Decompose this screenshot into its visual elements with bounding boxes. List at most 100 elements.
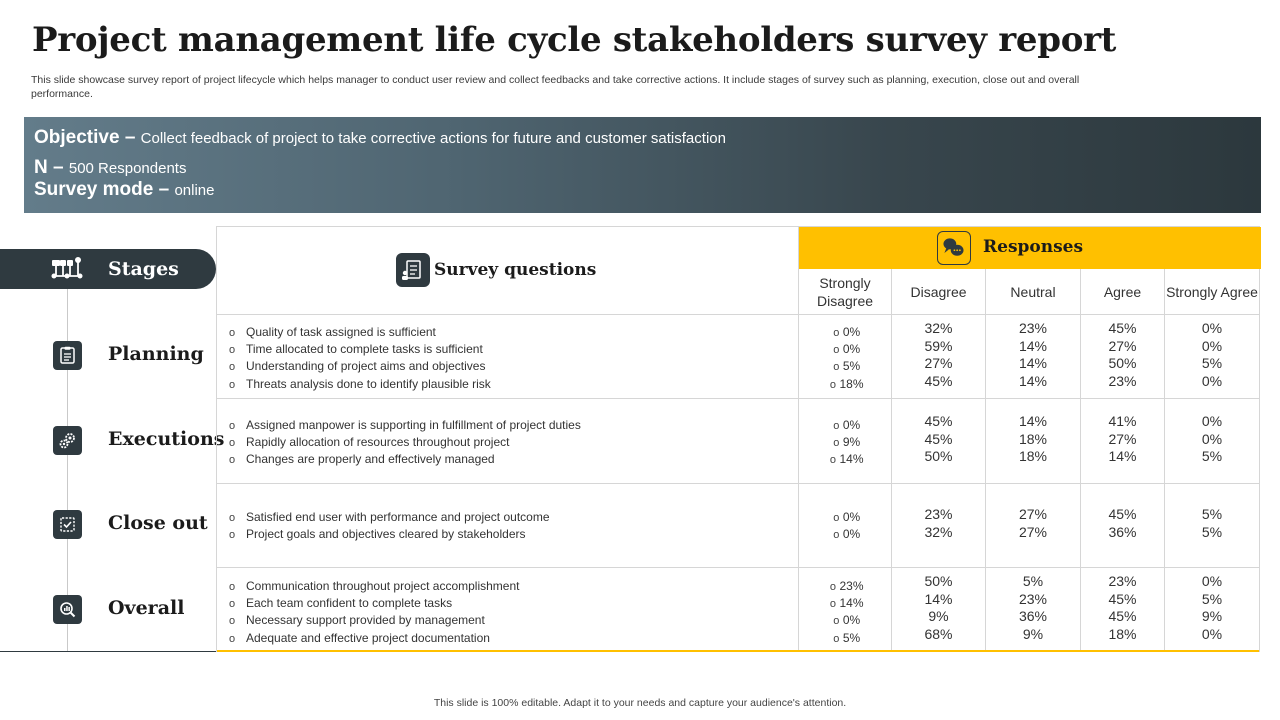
table-cell: 18% (799, 376, 891, 393)
row-divider (217, 483, 1259, 484)
table-cell: 23% (1018, 590, 1048, 607)
table-cell: 0% (799, 341, 891, 358)
table-cell: 45% (1108, 506, 1137, 522)
table-cell: 14% (1018, 355, 1048, 372)
table-cell: 18% (1108, 625, 1137, 642)
table-cell: 0% (1201, 413, 1223, 429)
respondents-value: 500 Respondents (68, 160, 187, 177)
checklist-icon (53, 510, 82, 539)
table-cell: 45% (924, 413, 953, 429)
table-cell: 18% (1018, 430, 1048, 447)
executions-agree: 41% 27% 14% (1081, 413, 1164, 466)
objective-key: Objective – (34, 127, 141, 148)
table-cell: 5% (1201, 523, 1223, 540)
executions-neutral: 14% 18% 18% (986, 413, 1080, 466)
overall-questions: Communication throughout project accompl… (229, 578, 519, 647)
list-item: Assigned manpower is supporting in fulfi… (229, 417, 581, 434)
table-cell: 14% (1108, 448, 1137, 465)
table-cell: 14% (799, 595, 891, 612)
planning-questions: Quality of task assigned is sufficient T… (229, 324, 491, 393)
table-cell: 14% (799, 451, 891, 468)
table-cell: 32% (924, 320, 953, 336)
stage-executions: Executions (0, 420, 224, 460)
table-cell: 36% (1018, 608, 1048, 625)
close-out-strongly-agree: 5% 5% (1165, 506, 1259, 541)
table-cell: 50% (924, 448, 953, 465)
list-item: Threats analysis done to identify plausi… (229, 376, 491, 393)
table-cell: 14% (924, 590, 953, 607)
respondents-key: N – (34, 157, 69, 178)
table-cell: 41% (1108, 413, 1137, 429)
column-divider (1164, 269, 1165, 651)
hierarchy-icon (51, 257, 83, 279)
survey-questions-label: Survey questions (434, 260, 597, 280)
table-cell: 68% (924, 625, 953, 642)
stage-label: Close out (108, 512, 208, 534)
list-item: Each team confident to complete tasks (229, 595, 519, 612)
table-cell: 5% (799, 630, 891, 647)
footer-note: This slide is 100% editable. Adapt it to… (433, 697, 847, 709)
list-item: Time allocated to complete tasks is suff… (229, 341, 491, 358)
table-cell: 5% (1201, 506, 1223, 522)
overall-strongly-agree: 0% 5% 9% 0% (1165, 573, 1259, 643)
column-divider (891, 269, 892, 651)
survey-mode-value: online (174, 182, 215, 199)
row-divider (217, 567, 1259, 568)
survey-table: Survey questions Responses Strongly Disa… (216, 226, 1261, 652)
list-item: Satisfied end user with performance and … (229, 509, 550, 526)
stage-label: Planning (108, 343, 204, 365)
list-item: Adequate and effective project documenta… (229, 630, 519, 647)
table-cell: 0% (1201, 430, 1223, 447)
table-cell: 23% (924, 506, 953, 522)
table-cell: 0% (799, 509, 891, 526)
survey-mode-key: Survey mode – (34, 179, 175, 200)
col-header-disagree: Disagree (910, 284, 967, 300)
chat-bubbles-icon (937, 231, 971, 265)
survey-questions-header: Survey questions (396, 253, 596, 287)
col-header-strongly-agree: Strongly Agree (1166, 284, 1258, 300)
table-cell: 0% (1201, 573, 1223, 589)
table-cell: 27% (1018, 506, 1048, 522)
list-item: Changes are properly and effectively man… (229, 451, 581, 468)
table-cell: 27% (1018, 523, 1048, 540)
clipboard-icon (53, 341, 82, 370)
stage-planning: Planning (0, 335, 216, 375)
list-item: Quality of task assigned is sufficient (229, 324, 491, 341)
planning-disagree: 32% 59% 27% 45% (892, 320, 985, 390)
gears-icon (53, 426, 82, 455)
table-cell: 14% (1018, 372, 1048, 389)
table-cell: 0% (1201, 337, 1223, 354)
table-cell: 9% (799, 434, 891, 451)
stage-label: Executions (108, 428, 225, 450)
table-cell: 23% (1018, 320, 1048, 336)
table-cell: 0% (1201, 320, 1223, 336)
table-cell: 27% (924, 355, 953, 372)
table-cell: 5% (1201, 590, 1223, 607)
table-cell: 45% (1108, 590, 1137, 607)
executions-strongly-disagree: 0% 9% 14% (799, 417, 891, 469)
close-out-strongly-disagree: 0% 0% (799, 509, 891, 543)
table-cell: 23% (1108, 372, 1137, 389)
table-cell: 14% (1018, 337, 1048, 354)
table-cell: 18% (1018, 448, 1048, 465)
table-cell: 0% (799, 612, 891, 629)
list-item: Necessary support provided by management (229, 612, 519, 629)
list-item: Rapidly allocation of resources througho… (229, 434, 581, 451)
col-header-agree: Agree (1103, 284, 1142, 300)
column-divider (1080, 269, 1081, 651)
page-title: Project management life cycle stakeholde… (32, 20, 1117, 60)
row-divider (217, 314, 1259, 315)
responses-header: Responses (799, 227, 1261, 269)
planning-neutral: 23% 14% 14% 14% (986, 320, 1080, 390)
table-cell: 45% (924, 372, 953, 389)
executions-strongly-agree: 0% 0% 5% (1165, 413, 1259, 466)
table-cell: 36% (1108, 523, 1137, 540)
table-cell: 0% (1201, 625, 1223, 642)
table-cell: 23% (1108, 573, 1137, 589)
overall-agree: 23% 45% 45% 18% (1081, 573, 1164, 643)
page-subtitle: This slide showcase survey report of pro… (31, 74, 1080, 100)
table-cell: 5% (1022, 573, 1044, 589)
magnifier-report-icon (53, 595, 82, 624)
overall-neutral: 5% 23% 36% 9% (986, 573, 1080, 643)
table-cell: 0% (799, 417, 891, 434)
